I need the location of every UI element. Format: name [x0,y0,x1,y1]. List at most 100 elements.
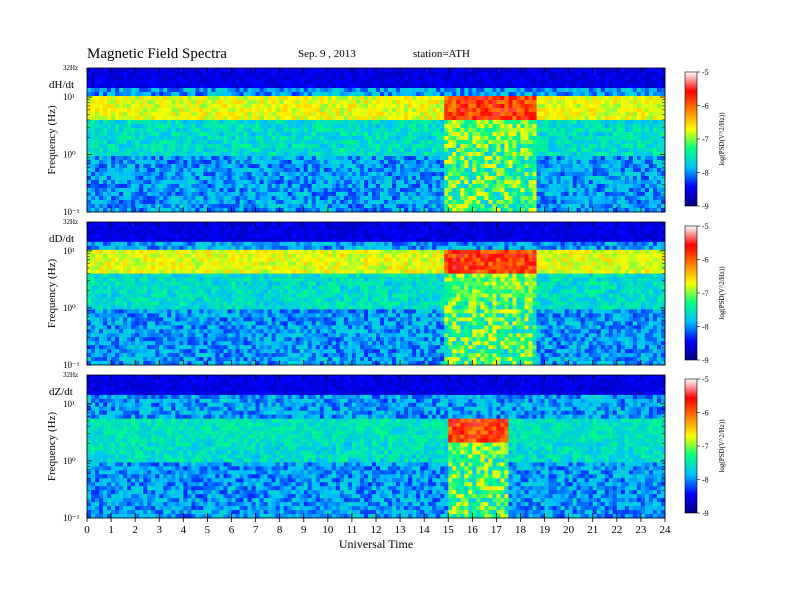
heatmap-cell [143,196,148,201]
heatmap-cell [460,152,465,157]
heatmap-cell [183,192,188,197]
heatmap-cell [584,124,590,129]
heatmap-cell [572,148,577,153]
heatmap-cell [632,72,638,77]
heatmap-cell [287,204,292,209]
heatmap-cell [552,92,557,97]
heatmap-cell [580,180,586,185]
heatmap-cell [468,192,473,197]
heatmap-cell [211,116,216,121]
heatmap-cell [119,88,124,93]
heatmap-cell [115,116,120,121]
heatmap-cell [464,204,469,209]
heatmap-cell [223,168,228,173]
heatmap-cell [351,204,357,209]
heatmap-cell [464,108,469,113]
heatmap-cell [99,84,104,89]
heatmap-cell [572,116,577,121]
heatmap-cell [219,164,224,169]
heatmap-cell [199,80,204,85]
heatmap-cell [363,176,369,181]
heatmap-cell [247,96,252,101]
heatmap-cell [315,200,321,205]
heatmap-cell [91,180,96,185]
heatmap-cell [323,172,329,177]
heatmap-cell [207,200,212,205]
heatmap-cell [299,196,305,201]
heatmap-cell [267,152,272,157]
heatmap-cell [516,116,521,121]
heatmap-cell [548,144,553,149]
heatmap-cell [432,68,437,73]
heatmap-cell [283,84,288,89]
heatmap-cell [560,164,565,169]
heatmap-cell [536,188,541,193]
heatmap-cell [151,96,156,101]
heatmap-cell [496,76,501,81]
heatmap-cell [311,80,317,85]
heatmap-cell [380,108,385,113]
heatmap-cell [524,104,529,109]
heatmap-cell [396,120,401,125]
heatmap-cell [428,96,433,101]
heatmap-cell [195,144,200,149]
heatmap-cell [408,168,413,173]
heatmap-cell [448,112,453,117]
heatmap-cell [624,172,630,177]
heatmap-cell [283,80,288,85]
heatmap-cell [315,76,321,81]
heatmap-cell [624,180,630,185]
heatmap-cell [612,92,618,97]
heatmap-cell [452,148,457,153]
heatmap-cell [528,172,533,177]
heatmap-cell [343,156,349,161]
heatmap-cell [255,92,260,97]
heatmap-cell [412,172,417,177]
heatmap-cell [95,192,100,197]
heatmap-cell [315,112,321,117]
heatmap-cell [588,140,594,145]
heatmap-cell [520,84,525,89]
heatmap-cell [351,100,357,105]
heatmap-cell [99,208,104,213]
heatmap-cell [376,184,381,189]
heatmap-cell [127,156,132,161]
heatmap-cell [560,96,565,101]
heatmap-cell [311,168,317,173]
heatmap-cell [343,88,349,93]
heatmap-cell [219,168,224,173]
heatmap-cell [359,140,365,145]
heatmap-cell [632,168,638,173]
heatmap-cell [392,168,397,173]
heatmap-cell [556,176,561,181]
heatmap-cell [187,120,192,125]
heatmap-cell [604,148,610,153]
heatmap-cell [500,208,505,213]
heatmap-cell [416,208,421,213]
heatmap-cell [556,156,561,161]
heatmap-cell [263,84,268,89]
heatmap-cell [532,96,537,101]
heatmap-cell [235,164,240,169]
heatmap-cell [548,176,553,181]
heatmap-cell [432,92,437,97]
heatmap-cell [600,72,606,77]
heatmap-cell [608,128,614,133]
heatmap-cell [460,108,465,113]
heatmap-cell [95,176,100,181]
heatmap-cell [147,192,152,197]
heatmap-cell [259,208,264,213]
heatmap-cell [496,200,501,205]
heatmap-cell [568,168,573,173]
heatmap-cell [640,132,646,137]
heatmap-cell [440,160,445,165]
heatmap-cell [428,124,433,129]
heatmap-cell [452,112,457,117]
heatmap-cell [588,120,594,125]
heatmap-cell [147,144,152,149]
heatmap-cell [163,68,168,73]
heatmap-cell [540,96,545,101]
heatmap-cell [392,132,397,137]
heatmap-cell [472,152,477,157]
heatmap-cell [279,160,284,165]
